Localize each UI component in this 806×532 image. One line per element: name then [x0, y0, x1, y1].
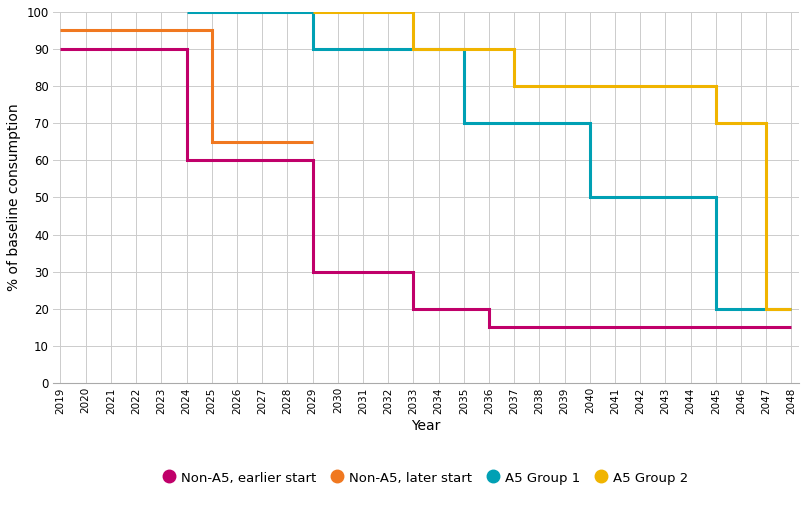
Non-A5, earlier start — [181, 157, 191, 163]
Non-A5, earlier start — [308, 269, 318, 275]
A5 Group 2 — [787, 305, 796, 312]
A5 Group 2 — [409, 9, 418, 15]
A5 Group 1 — [459, 120, 468, 127]
A5 Group 2 — [762, 305, 771, 312]
Non-A5, earlier start — [409, 305, 418, 312]
A5 Group 2 — [711, 120, 721, 127]
Line: Non-A5, later start: Non-A5, later start — [60, 30, 313, 142]
Non-A5, later start — [207, 139, 217, 145]
Y-axis label: % of baseline consumption: % of baseline consumption — [7, 104, 21, 292]
A5 Group 2 — [509, 46, 519, 52]
Non-A5, earlier start — [409, 269, 418, 275]
Non-A5, earlier start — [181, 46, 191, 52]
A5 Group 1 — [711, 305, 721, 312]
A5 Group 2 — [509, 83, 519, 89]
Line: A5 Group 2: A5 Group 2 — [313, 12, 791, 309]
Non-A5, later start — [56, 27, 65, 34]
A5 Group 2 — [409, 46, 418, 52]
Line: Non-A5, earlier start: Non-A5, earlier start — [60, 49, 791, 327]
A5 Group 1 — [711, 194, 721, 201]
A5 Group 2 — [308, 9, 318, 15]
A5 Group 1 — [787, 305, 796, 312]
A5 Group 2 — [711, 83, 721, 89]
Non-A5, earlier start — [484, 305, 494, 312]
A5 Group 1 — [308, 46, 318, 52]
X-axis label: Year: Year — [411, 419, 441, 433]
Non-A5, earlier start — [484, 324, 494, 330]
A5 Group 1 — [181, 9, 191, 15]
Non-A5, earlier start — [56, 46, 65, 52]
A5 Group 1 — [459, 46, 468, 52]
A5 Group 2 — [762, 120, 771, 127]
A5 Group 1 — [585, 194, 595, 201]
Line: A5 Group 1: A5 Group 1 — [186, 12, 791, 309]
Non-A5, earlier start — [787, 324, 796, 330]
Non-A5, earlier start — [308, 157, 318, 163]
Non-A5, later start — [308, 139, 318, 145]
A5 Group 1 — [787, 305, 796, 312]
A5 Group 1 — [308, 9, 318, 15]
A5 Group 1 — [585, 120, 595, 127]
Non-A5, earlier start — [787, 324, 796, 330]
Legend: Non-A5, earlier start, Non-A5, later start, A5 Group 1, A5 Group 2: Non-A5, earlier start, Non-A5, later sta… — [164, 471, 688, 485]
Non-A5, later start — [308, 139, 318, 145]
Non-A5, later start — [207, 27, 217, 34]
A5 Group 2 — [787, 305, 796, 312]
